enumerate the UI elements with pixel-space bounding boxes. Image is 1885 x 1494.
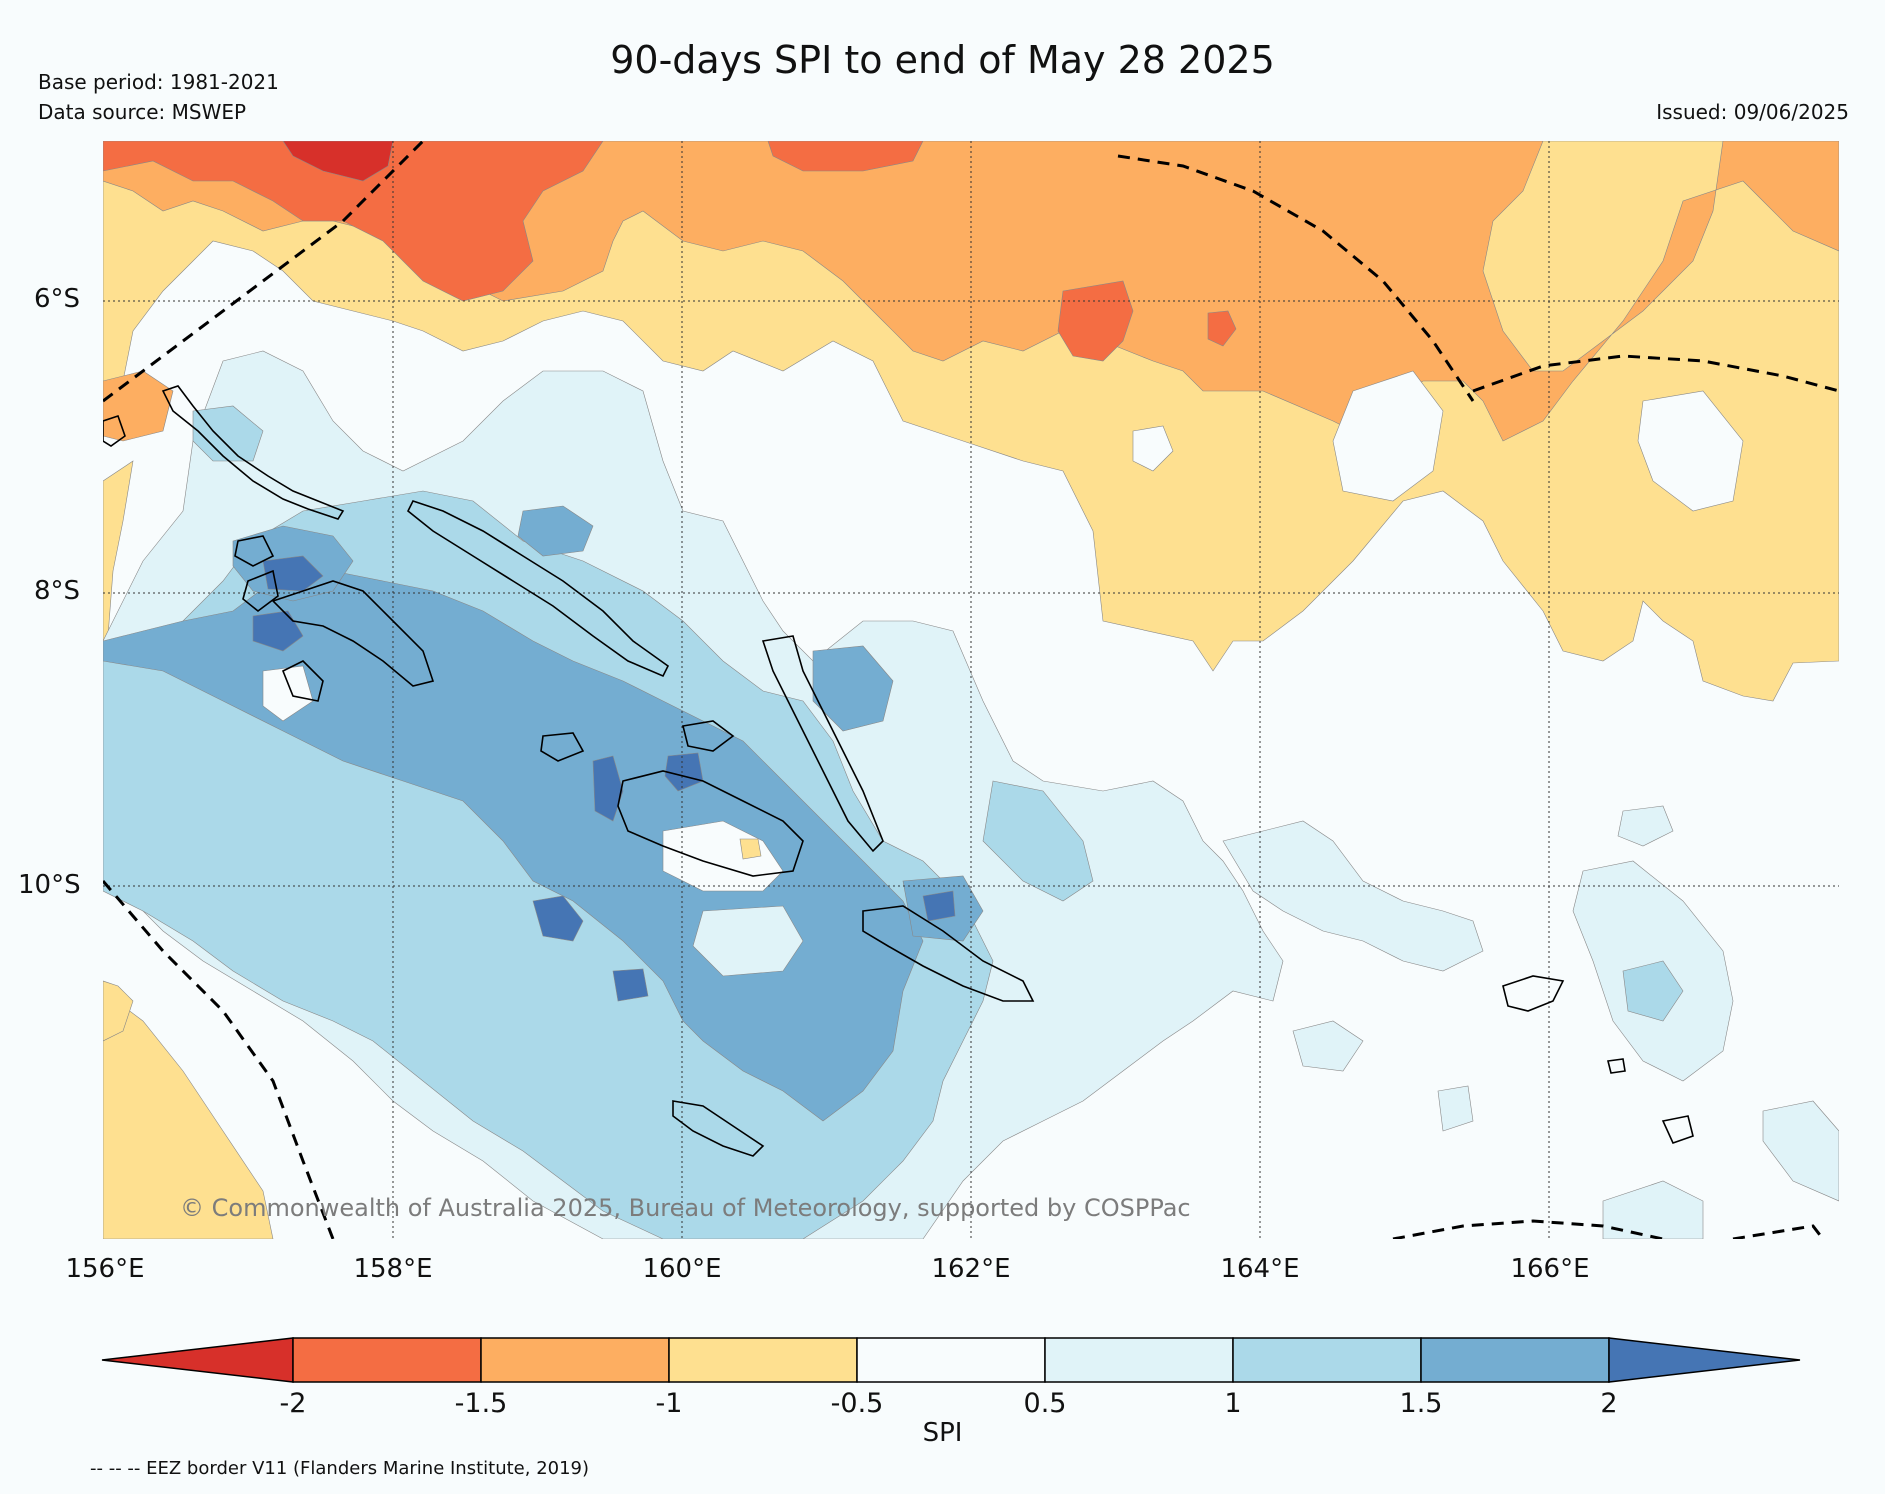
spi-region-wet-1.5 bbox=[812, 645, 894, 732]
eez-border bbox=[103, 141, 425, 403]
island-makira bbox=[862, 905, 1035, 1002]
spi-colorbar bbox=[101, 1337, 1801, 1383]
lon-label: 164°E bbox=[1220, 1254, 1300, 1284]
spi-region-wet-0.5 bbox=[1762, 1100, 1839, 1202]
spi-region-dry-minus-2 bbox=[282, 141, 394, 182]
island-florida bbox=[682, 720, 735, 752]
eez-border bbox=[1117, 154, 1475, 402]
colorbar-extend-low bbox=[101, 1337, 294, 1383]
spi-region-wet-1 bbox=[982, 780, 1094, 902]
colorbar-tick: 2 bbox=[1600, 1388, 1618, 1419]
island-vanikoro bbox=[1661, 1115, 1694, 1144]
spi-region-dry-minus-1.5 bbox=[1207, 310, 1237, 347]
spi-region-near-normal bbox=[1332, 370, 1444, 502]
lon-label: 166°E bbox=[1510, 1254, 1590, 1284]
spi-region-wet-2 bbox=[922, 890, 956, 922]
spi-region-wet-1 bbox=[192, 405, 264, 462]
lat-label: 10°S bbox=[18, 870, 81, 900]
lat-label: 8°S bbox=[34, 576, 81, 606]
spi-region-dry-minus-1.5 bbox=[767, 141, 924, 172]
colorbar-segment bbox=[668, 1337, 858, 1383]
issued-date: Issued: 09/06/2025 bbox=[1656, 100, 1849, 124]
eez-border bbox=[1472, 354, 1839, 393]
island-guadalcanal bbox=[617, 770, 804, 877]
spi-map bbox=[103, 141, 1839, 1239]
colorbar-tick: -2 bbox=[279, 1388, 307, 1419]
spi-region-wet-1.5 bbox=[103, 570, 924, 1122]
island-russell bbox=[540, 732, 585, 762]
spi-region-near-normal bbox=[262, 665, 314, 722]
lon-label: 162°E bbox=[931, 1254, 1011, 1284]
spi-region-dry-minus-0.5 bbox=[739, 838, 762, 860]
colorbar-segment bbox=[292, 1337, 482, 1383]
colorbar-tick: 0.5 bbox=[1023, 1388, 1067, 1419]
lon-label: 156°E bbox=[65, 1254, 145, 1284]
spi-region-wet-2 bbox=[262, 555, 324, 592]
map-title: 90-days SPI to end of May 28 2025 bbox=[610, 38, 1275, 82]
colorbar-segment bbox=[1044, 1337, 1234, 1383]
spi-region-wet-0.5 bbox=[1602, 1180, 1704, 1239]
lat-label: 6°S bbox=[34, 284, 81, 314]
colorbar-segment bbox=[1420, 1337, 1610, 1383]
coastlines bbox=[103, 385, 1694, 1157]
colorbar-segment bbox=[480, 1337, 670, 1383]
spi-region-dry-minus-1.5 bbox=[103, 141, 604, 302]
colorbar-tick: -0.5 bbox=[830, 1388, 884, 1419]
spi-region-wet-0.5 bbox=[1437, 1085, 1474, 1132]
spi-region-dry-minus-0.5 bbox=[103, 980, 134, 1042]
base-period: Base period: 1981-2021 bbox=[38, 70, 279, 94]
island-vella-lavella bbox=[242, 569, 279, 613]
colorbar-tick: 1 bbox=[1224, 1388, 1242, 1419]
lon-label: 158°E bbox=[353, 1254, 433, 1284]
island-kolombangara bbox=[234, 535, 275, 567]
island-choiseul bbox=[161, 385, 345, 520]
spi-region-wet-2 bbox=[664, 752, 704, 792]
spi-region-near-normal bbox=[662, 820, 784, 892]
eez-border bbox=[103, 880, 335, 1239]
colorbar-tick: -1 bbox=[655, 1388, 683, 1419]
colorbar-segment bbox=[1232, 1337, 1422, 1383]
island-malaita bbox=[761, 635, 884, 853]
spi-region-wet-2 bbox=[612, 968, 649, 1002]
spi-region-wet-2 bbox=[252, 610, 304, 652]
spi-region-dry-minus-0.5 bbox=[103, 990, 274, 1239]
island-santa-isabel bbox=[406, 500, 670, 678]
spi-region-wet-0.5 bbox=[1617, 805, 1674, 847]
eez-border bbox=[1392, 1219, 1664, 1239]
island-utupua bbox=[1607, 1058, 1626, 1074]
eez-legend-note: -- -- -- EEZ border V11 (Flanders Marine… bbox=[90, 1458, 590, 1479]
colorbar-tick: 1.5 bbox=[1399, 1388, 1443, 1419]
colorbar-extend-high bbox=[1608, 1337, 1801, 1383]
spi-region-wet-1.5 bbox=[517, 505, 594, 557]
eez-borders bbox=[103, 141, 1839, 1239]
spi-region-near-normal bbox=[1132, 425, 1174, 472]
island-shortland bbox=[103, 414, 126, 447]
island-santa-cruz bbox=[1502, 975, 1565, 1012]
colorbar-tick: -1.5 bbox=[454, 1388, 508, 1419]
colorbar-label: SPI bbox=[922, 1418, 963, 1448]
spi-region-wet-1 bbox=[1622, 960, 1684, 1022]
graticule bbox=[103, 141, 1839, 1239]
spi-region-wet-0.5 bbox=[1222, 820, 1484, 972]
spi-region-wet-0.5 bbox=[1292, 1020, 1364, 1072]
data-source: Data source: MSWEP bbox=[38, 100, 247, 124]
lon-label: 160°E bbox=[642, 1254, 722, 1284]
spi-region-near-normal bbox=[1637, 390, 1744, 512]
spi-region-wet-0.5 bbox=[692, 905, 804, 977]
island-rendova bbox=[281, 660, 324, 702]
island-rennell bbox=[672, 1100, 765, 1157]
copyright-text: © Commonwealth of Australia 2025, Bureau… bbox=[180, 1194, 1191, 1222]
spi-region-dry-minus-0.5 bbox=[103, 460, 134, 702]
eez-border bbox=[1732, 1224, 1825, 1239]
spi-region-wet-2 bbox=[532, 895, 584, 942]
colorbar-segment bbox=[856, 1337, 1046, 1383]
island-new-georgia bbox=[271, 580, 435, 687]
